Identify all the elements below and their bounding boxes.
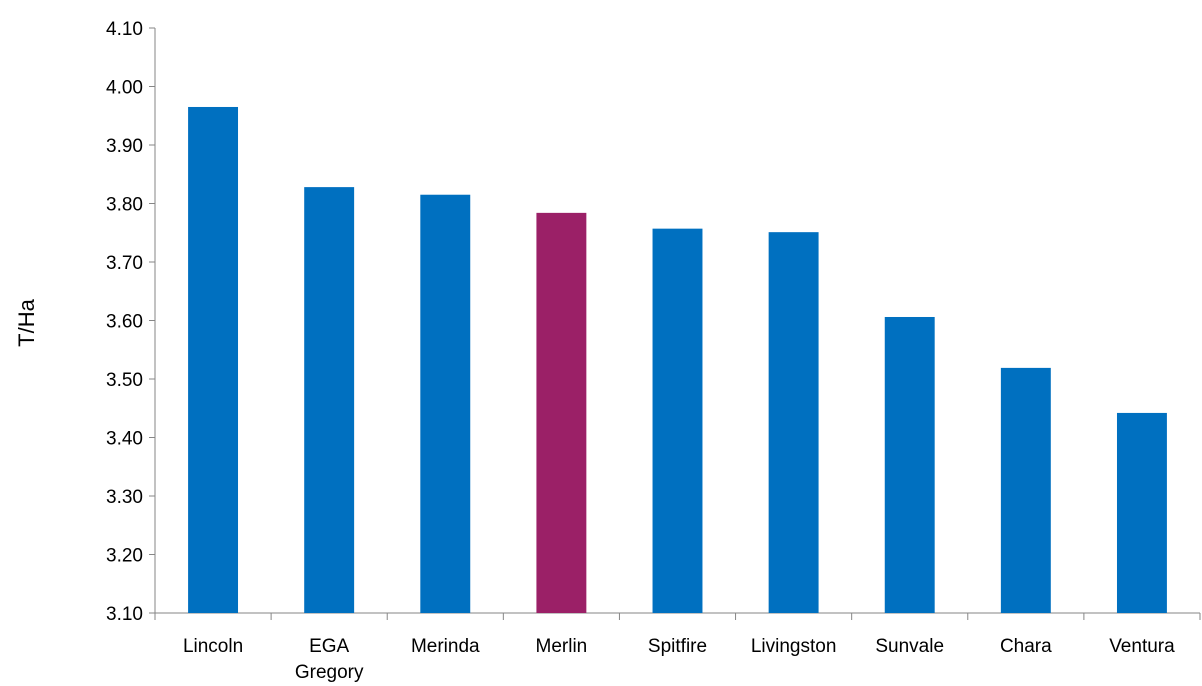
- category-label: Merinda: [411, 636, 480, 657]
- bar-ega-gregory: [304, 187, 355, 613]
- bars: [188, 106, 1167, 614]
- bar-lincoln: [188, 106, 239, 613]
- bar-livingston: [768, 232, 819, 614]
- bar-merlin: [536, 212, 587, 614]
- bar-merinda: [420, 194, 471, 613]
- y-tick-label: 3.30: [106, 487, 143, 508]
- category-label: Merlin: [536, 636, 588, 657]
- bar-sunvale: [884, 316, 935, 613]
- category-label: Gregory: [295, 662, 364, 683]
- bar-chara: [1000, 367, 1051, 613]
- category-label: Lincoln: [183, 636, 243, 657]
- category-label: Livingston: [751, 636, 837, 657]
- bar-spitfire: [652, 228, 703, 613]
- y-tick-label: 4.00: [106, 78, 143, 99]
- category-label: Sunvale: [875, 636, 944, 657]
- category-label: Spitfire: [648, 636, 707, 657]
- x-axis: [154, 612, 1201, 620]
- y-tick-label: 3.10: [106, 604, 143, 625]
- category-label: Ventura: [1109, 636, 1175, 657]
- bar-ventura: [1116, 412, 1167, 613]
- category-label: EGA: [309, 636, 349, 657]
- y-tick-label: 3.20: [106, 546, 143, 567]
- y-tick-label: 4.10: [106, 19, 143, 40]
- y-tick-label: 3.40: [106, 429, 143, 450]
- category-labels: Lincoln EGA Gregory Merinda Merlin Spitfire Li…: [183, 636, 1175, 683]
- y-tick-label: 3.80: [106, 195, 143, 216]
- y-tick-label: 3.50: [106, 370, 143, 391]
- y-tick-label: 3.60: [106, 312, 143, 333]
- y-tick-label: 3.90: [106, 136, 143, 157]
- category-label: Chara: [1000, 636, 1052, 657]
- y-axis-title: T/Ha: [14, 298, 39, 346]
- y-tick-label: 3.70: [106, 253, 143, 274]
- y-axis: 3.10 3.20 3.30 3.40 3.50 3.60 3.70 3.80 3.90 4.00…: [106, 19, 156, 625]
